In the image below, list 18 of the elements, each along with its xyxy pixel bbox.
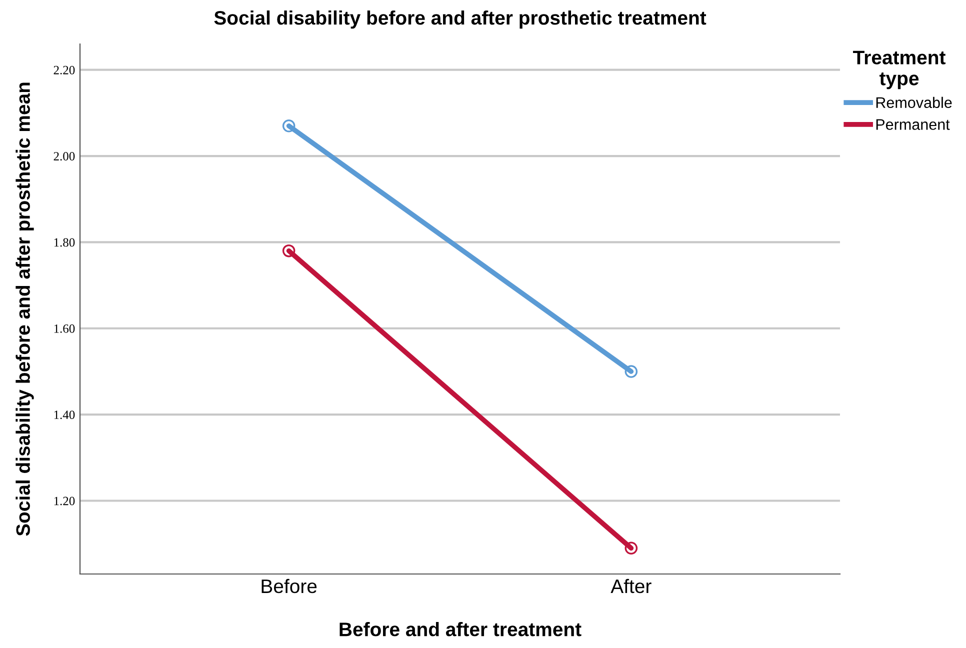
point (282, 119, 296, 132)
legend-title: Treatment type (853, 50, 946, 90)
y-tick-label: 1.60 (54, 324, 75, 333)
y-tick-label: 1.40 (54, 410, 75, 420)
x-tick-label: Before (262, 578, 317, 594)
x-tick-label: After (610, 578, 652, 594)
y-tick-label: 1.80 (54, 238, 75, 247)
chart-title: Social disability before and after prosthetic treatment (214, 10, 706, 29)
legend-label: Permanent (876, 119, 950, 130)
legend-label: Removable (876, 96, 952, 108)
y-axis-title: Social disability before and after prosthetic mean (16, 82, 34, 536)
y-tick-label: 2.20 (54, 66, 75, 74)
point (282, 244, 296, 258)
point (624, 542, 638, 555)
x-axis-title: Before and after treatment (340, 622, 582, 636)
y-tick-label: 2.00 (54, 152, 75, 161)
point (624, 365, 638, 378)
y-tick-label: 1.20 (54, 496, 75, 506)
